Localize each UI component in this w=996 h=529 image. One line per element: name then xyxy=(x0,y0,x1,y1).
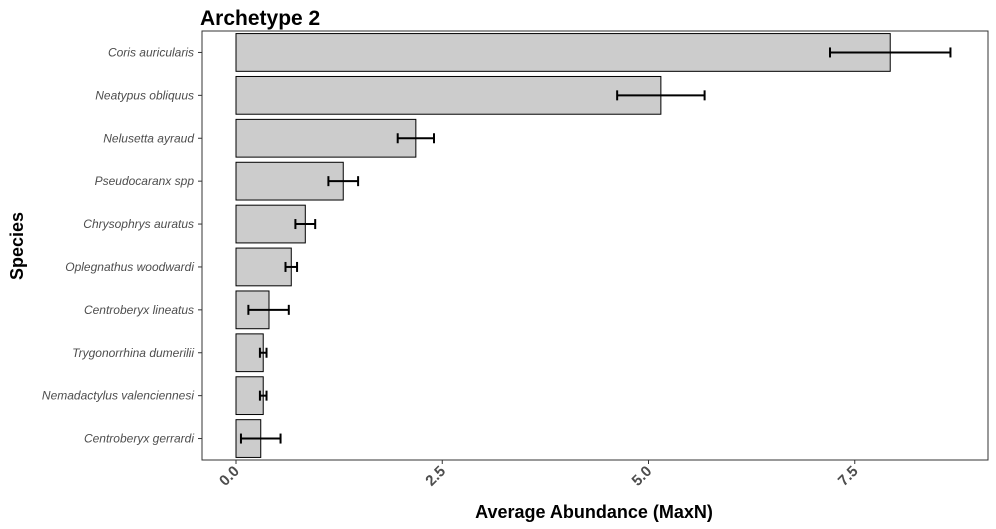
bars xyxy=(235,33,891,458)
y-tick-marks xyxy=(198,51,202,440)
error-bars xyxy=(239,47,952,444)
y-tick-label: Chrysophrys auratus xyxy=(83,217,194,231)
y-tick-label: Oplegnathus woodwardi xyxy=(65,260,194,274)
y-axis-title: Species xyxy=(7,212,27,280)
bar xyxy=(235,376,264,416)
bar xyxy=(235,247,292,287)
bar xyxy=(235,333,264,373)
y-tick-label: Trygonorrhina dumerilii xyxy=(72,346,194,360)
y-tick-label: Pseudocaranx spp xyxy=(95,174,195,188)
plot-panel-border xyxy=(201,30,989,461)
x-tick-labels: 0.0 2.5 5.0 7.5 xyxy=(216,463,862,490)
x-tick-label: 7.5 xyxy=(835,463,862,490)
y-tick-labels: Coris auricularis Neatypus obliquus Neluse… xyxy=(42,45,194,445)
y-tick-label: Neatypus obliquus xyxy=(95,88,194,102)
y-tick-label: Nemadactylus valenciennesi xyxy=(42,389,194,403)
x-tick-marks xyxy=(235,460,856,464)
y-tick-label: Nelusetta ayraud xyxy=(103,131,194,145)
y-tick-label: Centroberyx gerrardi xyxy=(84,432,194,446)
x-axis-title: Average Abundance (MaxN) xyxy=(475,502,713,522)
bar xyxy=(235,118,417,158)
x-tick-label: 2.5 xyxy=(422,463,449,490)
bar xyxy=(235,161,344,201)
bar xyxy=(235,33,891,72)
y-tick-label: Coris auricularis xyxy=(108,45,194,59)
x-tick-label: 0.0 xyxy=(216,463,243,490)
chart-title: Archetype 2 xyxy=(200,7,320,30)
y-tick-label: Centroberyx lineatus xyxy=(84,303,194,317)
x-tick-label: 5.0 xyxy=(629,463,656,490)
bar xyxy=(235,75,662,115)
